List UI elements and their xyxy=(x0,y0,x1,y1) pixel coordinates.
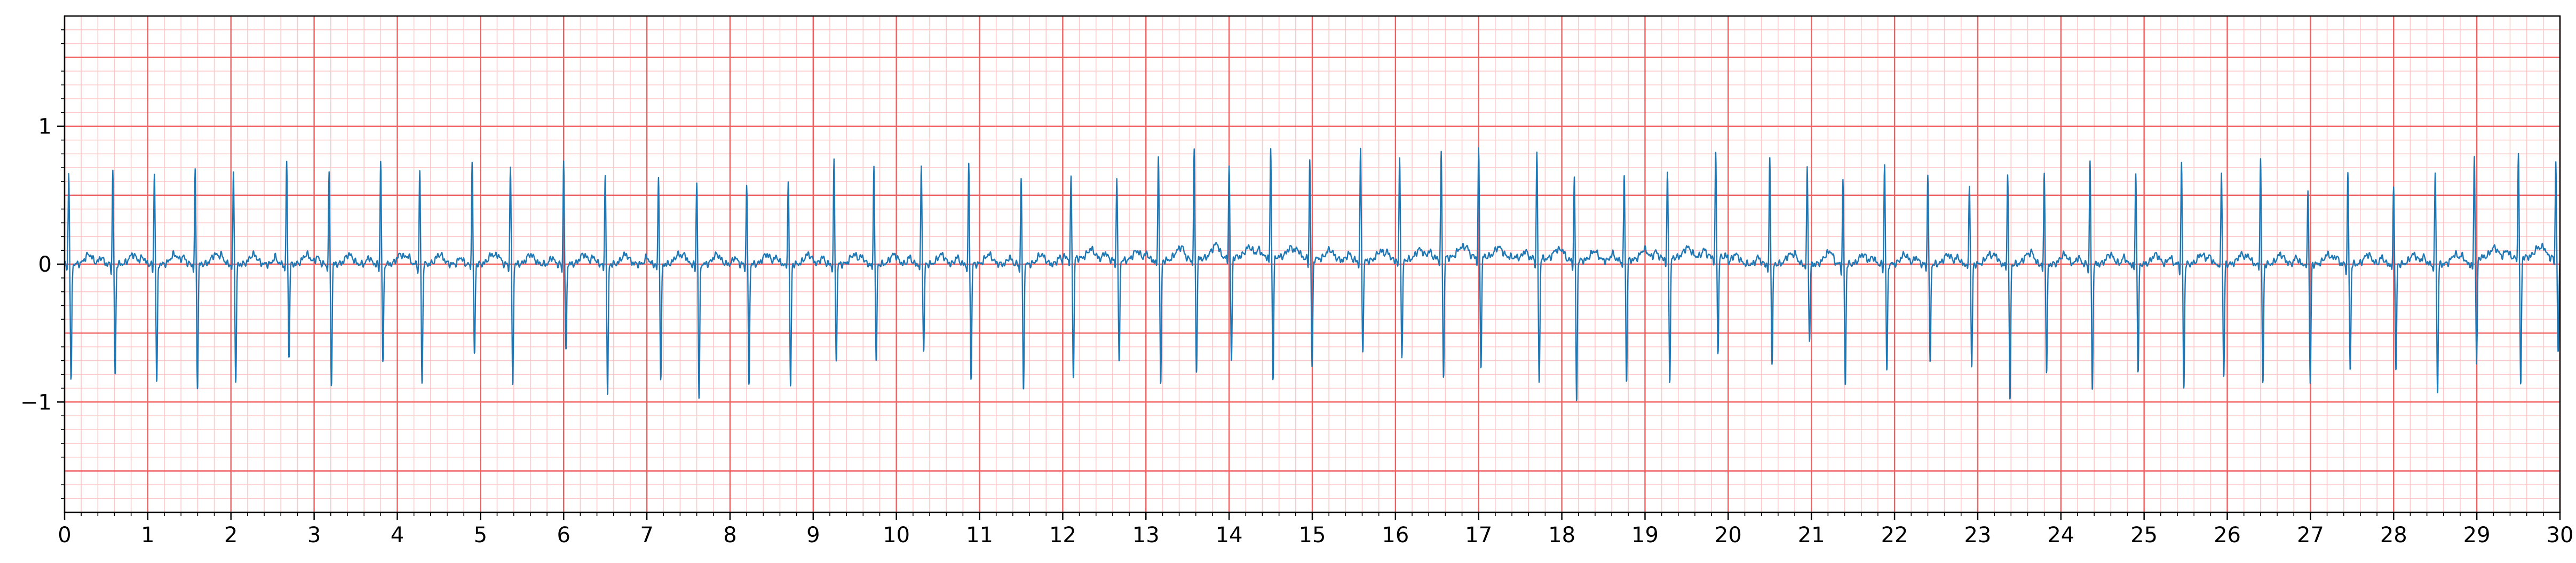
x-tick-label: 10 xyxy=(883,523,910,548)
grid-layer xyxy=(65,16,2560,512)
x-tick-label: 24 xyxy=(2047,523,2074,548)
x-tick-label: 2 xyxy=(224,523,237,548)
x-tick-label: 6 xyxy=(557,523,570,548)
x-tick-label: 4 xyxy=(391,523,404,548)
x-tick-label: 12 xyxy=(1049,523,1076,548)
y-tick-label: −1 xyxy=(20,390,52,415)
axes: 0 1 2 3 4 5 6 7 8 9 10 11 12 13 14 15 16 17 18 19 20 21 22 23 24… xyxy=(20,30,2573,548)
x-tick-label: 1 xyxy=(141,523,154,548)
x-tick-label: 20 xyxy=(1715,523,1742,548)
x-tick-label: 29 xyxy=(2463,523,2491,548)
x-tick-label: 9 xyxy=(806,523,820,548)
x-tick-label: 13 xyxy=(1132,523,1160,548)
x-tick-label: 28 xyxy=(2380,523,2407,548)
x-tick-label: 23 xyxy=(1964,523,1991,548)
x-tick-label: 19 xyxy=(1631,523,1659,548)
x-tick-label: 17 xyxy=(1465,523,1492,548)
y-tick-label: 1 xyxy=(38,115,52,139)
x-tick-label: 15 xyxy=(1299,523,1326,548)
x-tick-label: 21 xyxy=(1798,523,1825,548)
x-tick-label: 26 xyxy=(2214,523,2241,548)
x-tick-label: 11 xyxy=(966,523,993,548)
x-tick-label: 18 xyxy=(1548,523,1575,548)
x-tick-label: 25 xyxy=(2130,523,2158,548)
x-tick-label: 27 xyxy=(2297,523,2324,548)
y-tick-label: 0 xyxy=(38,252,52,277)
x-tick-label: 5 xyxy=(474,523,487,548)
x-tick-label: 30 xyxy=(2547,523,2574,548)
x-tick-label: 14 xyxy=(1216,523,1243,548)
x-tick-label: 7 xyxy=(640,523,653,548)
x-tick-label: 22 xyxy=(1881,523,1908,548)
x-tick-label: 8 xyxy=(723,523,736,548)
x-tick-label: 16 xyxy=(1382,523,1409,548)
x-tick-label: 3 xyxy=(307,523,321,548)
x-tick-label: 0 xyxy=(58,523,71,548)
